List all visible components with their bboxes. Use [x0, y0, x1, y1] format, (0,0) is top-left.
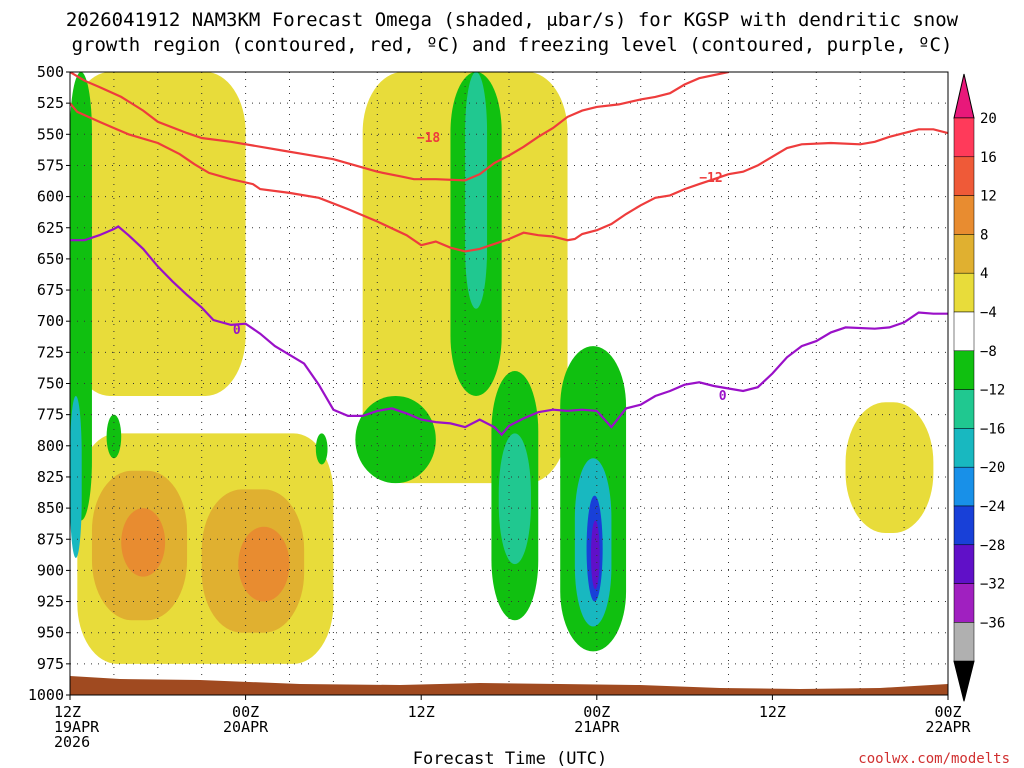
- colorbar-label-10: −24: [980, 499, 1005, 515]
- terrain-band: [70, 676, 948, 695]
- y-tick-label-675: 675: [37, 281, 64, 299]
- credit-text: coolwx.com/modelts: [858, 751, 1010, 767]
- x-tick-label-60-0: 00Z: [934, 703, 961, 721]
- colorbar-label-0: 20: [980, 111, 997, 127]
- y-tick-label-825: 825: [37, 468, 64, 486]
- omega-region-11: [498, 433, 531, 565]
- colorbar-segment-9: [953, 466, 975, 507]
- y-tick-label-900: 900: [37, 561, 64, 579]
- contour-label-1-0: −12: [699, 171, 722, 186]
- colorbar-segment-13: [953, 622, 975, 662]
- chart-title-line-2: growth region (contoured, red, ºC) and f…: [72, 34, 953, 56]
- x-tick-label-36-0: 00Z: [583, 703, 610, 721]
- colorbar-segment-8: [953, 428, 975, 468]
- colorbar-segment-10: [953, 505, 975, 546]
- y-tick-label-500: 500: [37, 63, 64, 81]
- omega-region-3: [121, 508, 166, 577]
- y-tick-label-650: 650: [37, 250, 64, 268]
- omega-region-18: [70, 395, 82, 558]
- y-tick-label-950: 950: [37, 624, 64, 642]
- omega-shading: [70, 72, 934, 664]
- y-tick-label-775: 775: [37, 406, 64, 424]
- x-tick-label-0-0: 12Z: [54, 703, 81, 721]
- colorbar-segment-11: [953, 544, 975, 584]
- contour-lines: −18 −12 0 0: [70, 72, 948, 437]
- colorbar-label-8: −16: [980, 421, 1005, 437]
- colorbar-label-5: −4: [980, 305, 997, 321]
- plot-area: −18 −12 0 0: [69, 71, 949, 696]
- colorbar-segment-4: [953, 272, 975, 313]
- x-tick-label-48-0: 12Z: [759, 703, 786, 721]
- colorbar-label-4: 4: [980, 266, 988, 282]
- contour-1: [70, 102, 948, 253]
- colorbar-segment-1: [953, 156, 975, 196]
- colorbar-segment-12: [953, 583, 975, 623]
- colorbar-label-7: −12: [980, 383, 1005, 399]
- y-tick-label-725: 725: [37, 343, 64, 361]
- omega-region-9: [465, 72, 488, 309]
- contour-2: [70, 225, 948, 437]
- y-tick-label-975: 975: [37, 655, 64, 673]
- colorbar-label-3: 8: [980, 227, 988, 243]
- colorbar-label-2: 12: [980, 189, 997, 205]
- colorbar-label-6: −8: [980, 344, 997, 360]
- x-tick-label-0-2: 2026: [54, 733, 90, 751]
- contour-label-2-1: 0: [719, 389, 727, 404]
- y-tick-label-700: 700: [37, 312, 64, 330]
- y-tick-label-875: 875: [37, 530, 64, 548]
- omega-region-20: [315, 433, 328, 465]
- x-tick-label-12-1: 20APR: [223, 718, 269, 736]
- colorbar-bottom-arrow: [953, 660, 975, 702]
- y-tick-label-850: 850: [37, 499, 64, 517]
- omega-region-16: [845, 402, 934, 534]
- y-tick-label-525: 525: [37, 94, 64, 112]
- x-tick-label-60-1: 22APR: [925, 718, 971, 736]
- colorbar-segment-3: [953, 234, 975, 274]
- y-axis: 500 525 550 575 600 625 650 675 700 725 750 775 800 8…: [28, 63, 70, 704]
- omega-region-15: [590, 520, 600, 590]
- colorbar-label-13: −36: [980, 615, 1005, 631]
- y-tick-label-575: 575: [37, 156, 64, 174]
- x-tick-label-0-1: 19APR: [54, 718, 100, 736]
- y-tick-label-600: 600: [37, 188, 64, 206]
- contour-0: [70, 72, 729, 182]
- contour-label-0-0: −18: [417, 131, 441, 146]
- y-tick-label-800: 800: [37, 437, 64, 455]
- colorbar-segment-0: [953, 117, 975, 158]
- chart-title-line-1: 2026041912 NAM3KM Forecast Omega (shaded…: [66, 9, 959, 31]
- omega-region-5: [238, 526, 290, 602]
- x-axis-label: Forecast Time (UTC): [413, 749, 607, 768]
- y-tick-label-550: 550: [37, 125, 64, 143]
- x-tick-label-24-0: 12Z: [408, 703, 435, 721]
- colorbar-label-12: −32: [980, 577, 1005, 593]
- y-tick-label-625: 625: [37, 219, 64, 237]
- y-tick-label-750: 750: [37, 375, 64, 393]
- x-tick-label-36-1: 21APR: [574, 718, 620, 736]
- y-tick-label-925: 925: [37, 593, 64, 611]
- colorbar-label-1: 16: [980, 150, 997, 166]
- colorbar-segment-6: [953, 350, 975, 390]
- x-tick-label-12-0: 00Z: [232, 703, 259, 721]
- colorbar-segment-2: [953, 195, 975, 235]
- y-tick-label-1000: 1000: [28, 686, 64, 704]
- colorbar-segment-5: [953, 311, 975, 352]
- colorbar-label-9: −20: [980, 460, 1005, 476]
- colorbar: 20 16 12 8 4 −4 −8 −12 −16 −20 −24 −28 −32 −36: [953, 73, 1005, 702]
- colorbar-top-arrow: [953, 73, 975, 119]
- contour-label-2-0: 0: [233, 323, 241, 338]
- colorbar-label-11: −28: [980, 538, 1005, 554]
- colorbar-segment-7: [953, 389, 975, 429]
